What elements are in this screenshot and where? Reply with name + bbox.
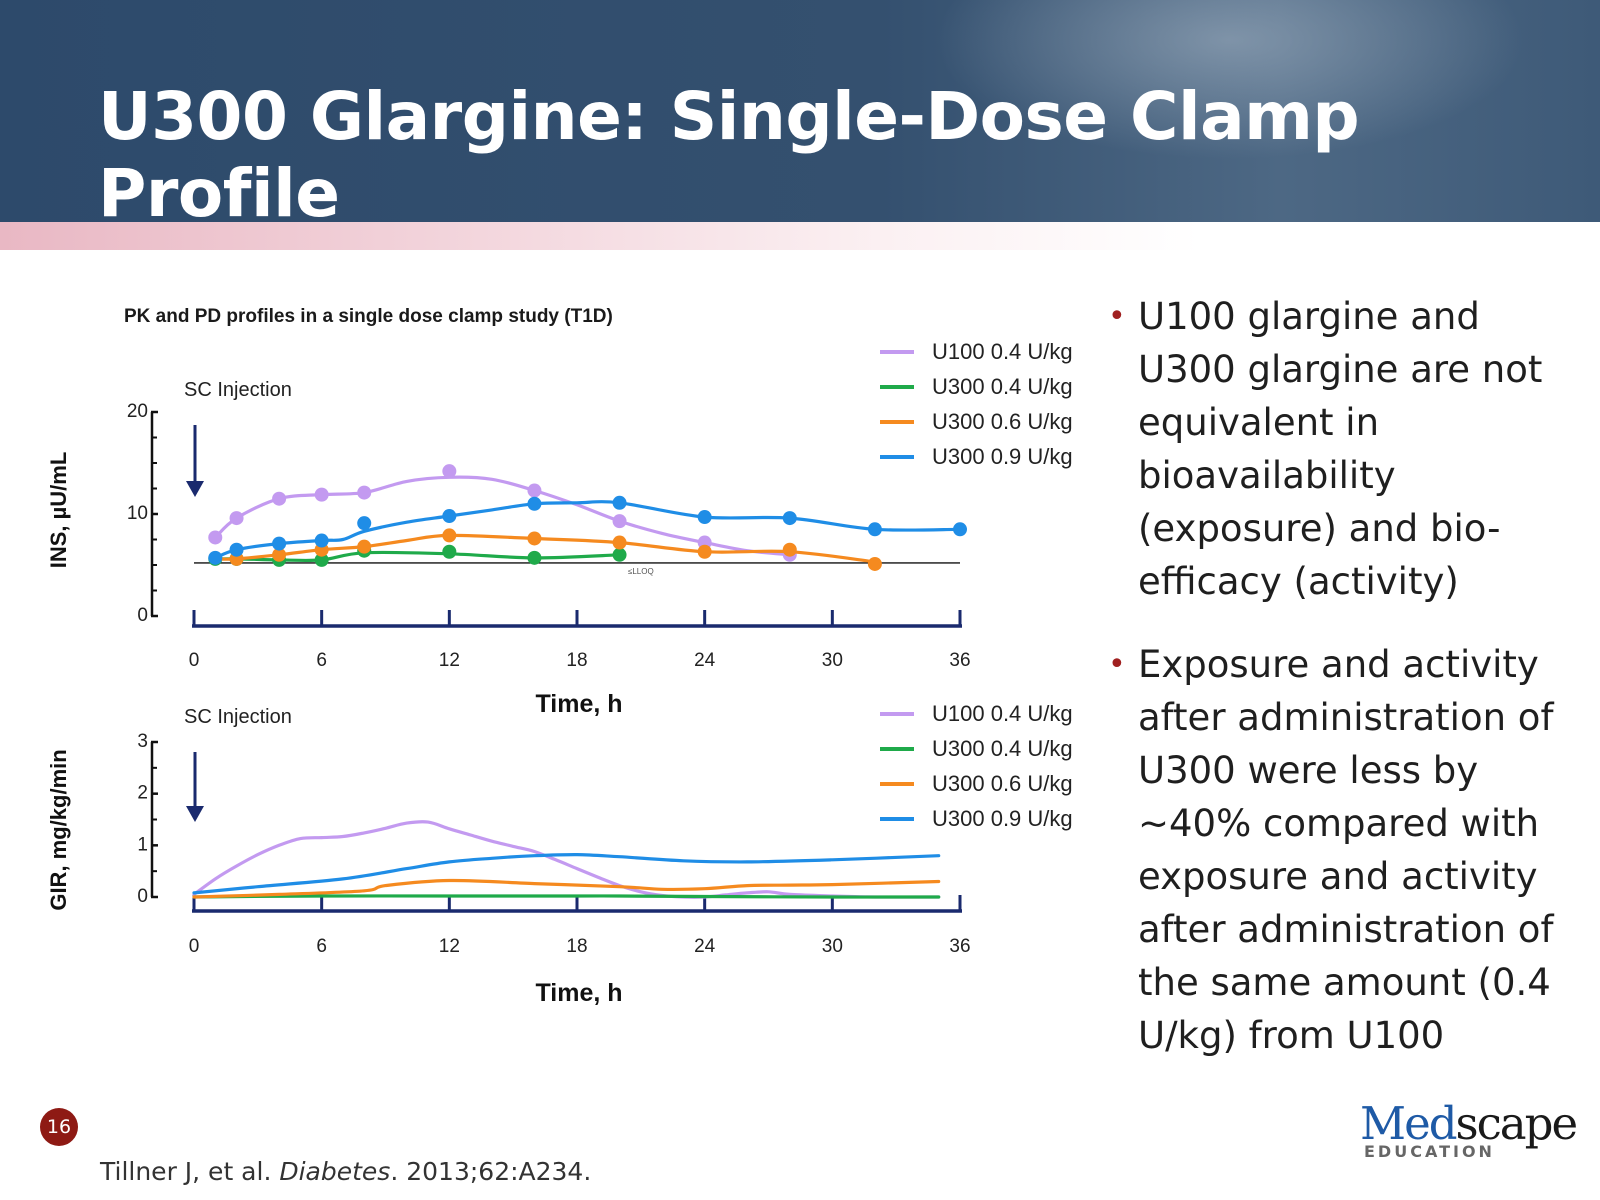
data-point	[442, 528, 457, 543]
series-line	[213, 500, 962, 560]
x-tick-label: 18	[566, 650, 587, 671]
data-point	[867, 522, 882, 537]
legend-entry: U100 0.4 U/kg	[932, 339, 1073, 364]
legend-entry: U300 0.4 U/kg	[932, 736, 1073, 761]
legend-entry: U300 0.4 U/kg	[932, 374, 1073, 399]
x-tick-label: 18	[566, 936, 587, 957]
data-point	[527, 531, 542, 546]
data-point	[272, 547, 287, 562]
x-tick-label: 30	[822, 936, 843, 957]
medscape-logo: Medscape EDUCATION	[1360, 1097, 1578, 1170]
charts-area: PK and PD profiles in a single dose clam…	[46, 306, 1073, 1007]
series-line	[192, 852, 941, 895]
injection-arrowhead-icon	[186, 481, 204, 497]
legend-entry: U100 0.4 U/kg	[932, 701, 1073, 726]
bullet-item: • U100 glargine and U300 glargine are not…	[1108, 290, 1578, 608]
bullet-list: • U100 glargine and U300 glargine are not…	[1108, 290, 1578, 1092]
page-number-badge: 16	[40, 1108, 78, 1146]
data-point	[867, 556, 882, 571]
data-point	[612, 535, 627, 550]
citation-authors: Tillner J, et al.	[100, 1157, 280, 1186]
data-point	[229, 542, 244, 557]
y-tick-label: 20	[127, 401, 148, 422]
x-axis-label: Time, h	[535, 690, 622, 718]
data-point	[272, 536, 287, 551]
series-line	[213, 475, 792, 557]
lloq-label: ≤LLOQ	[628, 567, 654, 576]
header-accent-bar	[0, 222, 1600, 250]
series-line	[192, 820, 941, 899]
x-axis-label: Time, h	[535, 979, 622, 1007]
y-axis-label: GIR, mg/kg/min	[46, 749, 71, 910]
series-line	[192, 878, 941, 899]
data-point	[442, 464, 457, 479]
data-point	[697, 510, 712, 525]
y-tick-label: 10	[127, 503, 148, 524]
slide-title: U300 Glargine: Single-Dose Clamp Profile	[98, 78, 1360, 232]
citation-details: . 2013;62:A234.	[390, 1157, 592, 1186]
data-point	[442, 544, 457, 559]
y-tick-label: 0	[137, 886, 148, 907]
data-point	[612, 495, 627, 510]
x-tick-label: 0	[189, 650, 200, 671]
y-tick-label: 1	[137, 834, 148, 855]
data-point	[208, 550, 223, 565]
series-line	[192, 894, 941, 899]
logo-scape-text: scape	[1455, 1097, 1579, 1150]
legend-entry: U300 0.9 U/kg	[932, 806, 1073, 831]
y-tick-label: 3	[137, 731, 148, 752]
bullet-dot-icon: •	[1108, 647, 1126, 682]
bullet-text: U100 glargine and U300 glargine are not …	[1138, 295, 1543, 603]
x-tick-label: 30	[822, 650, 843, 671]
x-tick-label: 24	[694, 936, 716, 957]
x-tick-label: 36	[949, 650, 970, 671]
data-point	[357, 539, 372, 554]
slide-header: U300 Glargine: Single-Dose Clamp Profile	[0, 0, 1600, 232]
data-point	[697, 544, 712, 559]
x-tick-label: 12	[439, 650, 460, 671]
injection-arrowhead-icon	[186, 806, 204, 822]
x-tick-label: 0	[189, 936, 200, 957]
data-point	[612, 514, 627, 529]
bullet-dot-icon: •	[1108, 299, 1126, 334]
data-point	[782, 542, 797, 557]
ins-chart: 0 10 20 INS, µU/mL 0 6 12 18 24 30 36 Time, h SC Inj…	[46, 339, 1073, 718]
data-point	[272, 491, 287, 506]
x-tick-label: 36	[949, 936, 970, 957]
data-point	[357, 516, 372, 531]
data-point	[527, 496, 542, 511]
bullet-text: Exposure and activity after administrati…	[1138, 643, 1554, 1057]
citation: Tillner J, et al. Diabetes. 2013;62:A234…	[100, 1157, 591, 1186]
bullet-item: • Exposure and activity after administrat…	[1108, 638, 1578, 1062]
x-tick-label: 6	[316, 936, 327, 957]
data-point	[229, 511, 244, 526]
data-point	[314, 552, 329, 567]
injection-annotation: SC Injection	[184, 379, 292, 401]
data-point	[208, 530, 223, 545]
legend-entry: U300 0.6 U/kg	[932, 409, 1073, 434]
logo-med-text: Med	[1360, 1097, 1458, 1150]
chart-title: PK and PD profiles in a single dose clam…	[124, 306, 613, 327]
y-axis-label: INS, µU/mL	[46, 452, 71, 569]
legend-entry: U300 0.9 U/kg	[932, 444, 1073, 469]
data-point	[314, 533, 329, 548]
data-point	[782, 511, 797, 526]
y-tick-label: 0	[137, 605, 148, 626]
data-point	[527, 550, 542, 565]
legend-entry: U300 0.6 U/kg	[932, 771, 1073, 796]
x-tick-label: 24	[694, 650, 716, 671]
citation-journal: Diabetes	[279, 1157, 391, 1186]
y-tick-label: 2	[137, 783, 148, 804]
data-point	[314, 487, 329, 502]
x-tick-label: 12	[439, 936, 460, 957]
data-point	[442, 509, 457, 524]
logo-education-text: EDUCATION	[1364, 1142, 1495, 1161]
data-point	[953, 522, 967, 537]
data-point	[357, 485, 372, 500]
injection-annotation: SC Injection	[184, 706, 292, 728]
x-tick-label: 6	[316, 650, 327, 671]
data-point	[612, 547, 627, 562]
data-point	[527, 483, 542, 498]
